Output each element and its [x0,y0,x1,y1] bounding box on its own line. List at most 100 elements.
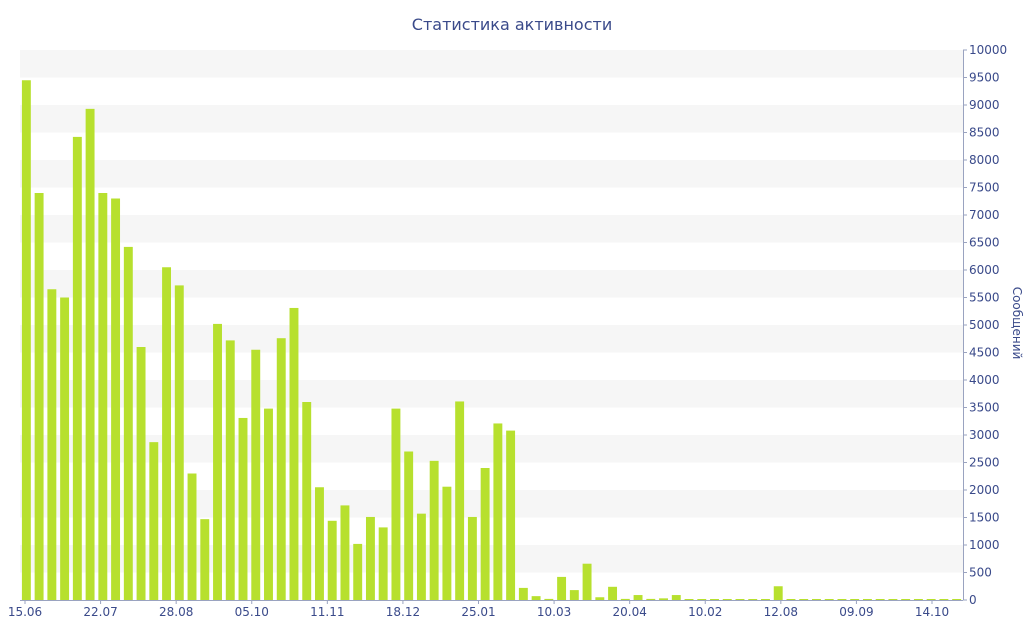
x-tick-label: 05.10 [235,605,269,619]
bar [850,599,860,600]
x-tick-label: 15.06 [8,605,42,619]
bar [684,599,694,600]
grid-band [20,270,963,298]
bar [264,408,273,600]
bar [761,599,770,600]
bar [200,519,210,600]
x-tick-label: 18.12 [386,605,420,619]
bar [416,513,426,600]
bar [939,599,949,600]
y-tick-label: 4000 [969,373,1000,387]
y-tick-labels: 0 500 1000 1500 2000 2500 3000 3500 4000 4500 5000… [969,43,1007,607]
bar [72,136,82,600]
bar [111,198,121,600]
bar [162,267,172,600]
bar [34,193,44,600]
bar [735,599,745,600]
y-tick-label: 5000 [969,318,1000,332]
y-tick-label: 8000 [969,153,1000,167]
x-tick-label: 09.09 [839,605,873,619]
x-tick-labels: 15.06 22.07 28.08 05.10 11.11 18.12 25.01 10.03… [8,605,949,619]
bar [888,599,898,600]
x-tick-label: 12.08 [764,605,798,619]
grid-band [20,160,963,188]
y-tick-label: 8500 [969,126,1000,140]
y-tick-label: 2500 [969,456,1000,470]
bar [671,595,681,600]
bar [353,543,363,600]
y-tick-label: 3000 [969,428,1000,442]
bar [455,401,465,600]
x-tick-label: 28.08 [159,605,193,619]
bar [404,451,414,600]
grid-band [20,215,963,243]
bar [952,599,962,600]
y-tick-label: 0 [969,593,977,607]
bar [582,563,592,600]
grid-band [20,50,963,78]
bar [467,516,477,600]
bar [213,323,222,600]
y-tick-label: 10000 [969,43,1007,57]
x-tick-label: 10.02 [688,605,722,619]
bar [506,430,516,600]
bar [811,599,821,600]
bar [646,598,656,600]
grid-band [20,380,963,408]
bar [493,423,503,600]
bar [837,599,847,600]
y-tick-label: 9500 [969,71,1000,85]
bar [378,527,388,600]
bar [875,599,885,600]
bar [901,599,911,600]
bar [365,516,375,600]
y-tick-label: 2000 [969,483,1000,497]
y-tick-label: 7000 [969,208,1000,222]
bar [569,590,579,600]
grid-band [20,435,963,463]
bar [251,349,261,600]
bar [722,599,732,600]
bar [544,598,554,600]
y-tick-label: 1500 [969,511,1000,525]
bar [633,595,643,600]
bar [123,246,133,600]
grid-band [20,545,963,573]
bar [60,297,70,600]
bar [289,307,299,600]
x-tick-label: 22.07 [83,605,117,619]
bar [799,599,809,600]
bar [315,487,324,600]
bar [98,193,108,600]
bar [608,586,618,600]
bar [47,289,57,600]
bar [225,340,235,600]
bar [518,587,528,600]
bar [238,417,248,600]
bar [748,599,758,600]
chart-title: Статистика активности [411,15,613,34]
y-tick-label: 7500 [969,181,1000,195]
bar [697,599,707,600]
bars [21,80,962,600]
bar [340,505,350,600]
bar [480,468,490,600]
bar [429,460,439,600]
y-tick-label: 3500 [969,401,1000,415]
x-tick-label: 14.10 [915,605,949,619]
bar [302,402,312,600]
y-tick-label: 9000 [969,98,1000,112]
bar [620,598,630,600]
bar [136,347,146,600]
bar [786,599,796,600]
bar [531,596,541,600]
y-tick-label: 6000 [969,263,1000,277]
bar [442,486,452,600]
bar [174,285,184,600]
axes [20,49,967,604]
bar [149,442,159,600]
y-axis-label: Сообщений [1010,287,1024,360]
bar [862,599,872,600]
